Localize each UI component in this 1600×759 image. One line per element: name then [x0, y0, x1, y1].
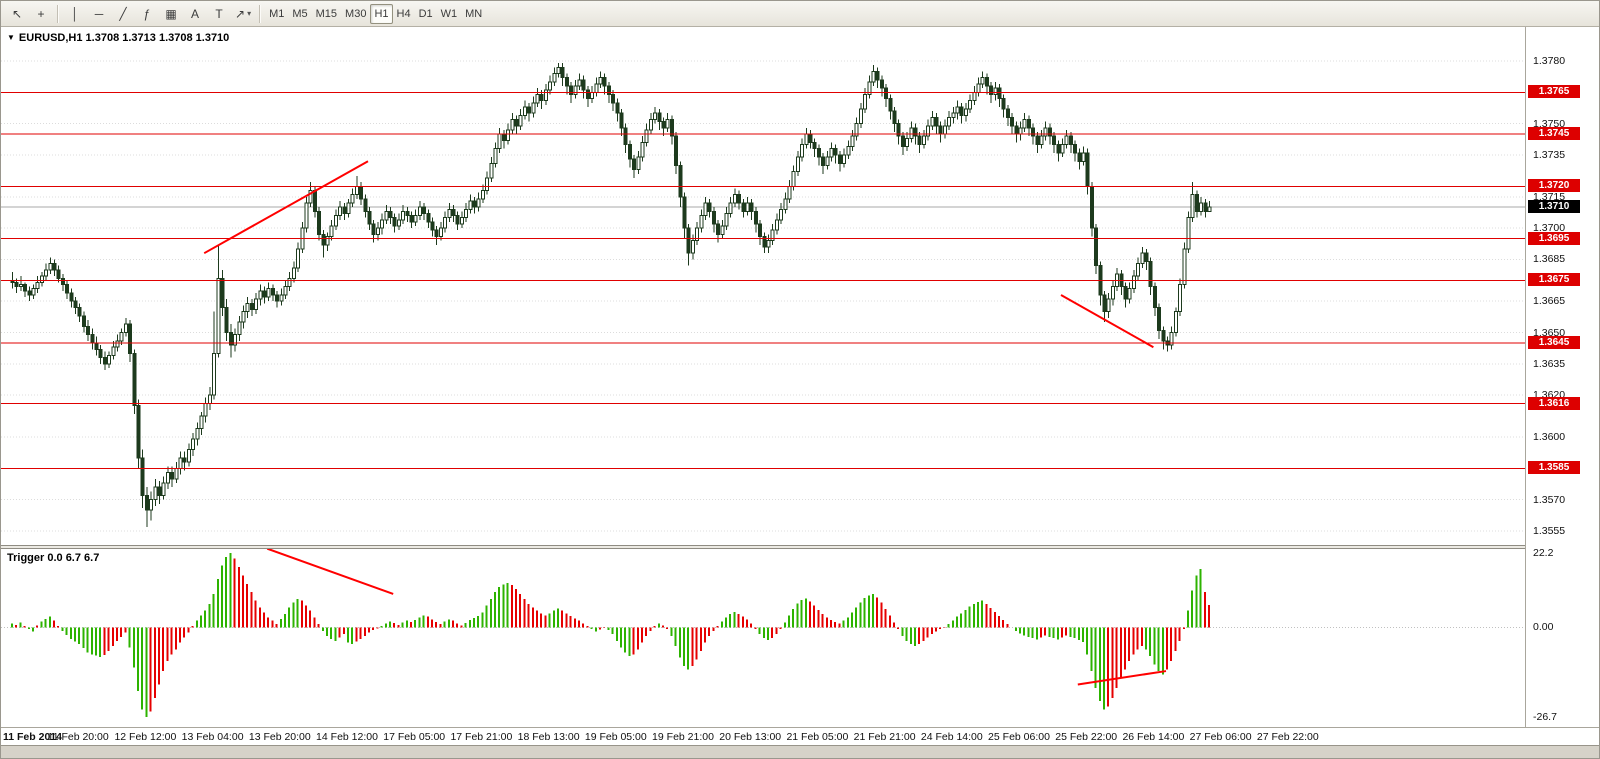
- bottom-strip: [1, 745, 1599, 758]
- price-axis-label: 1.3650: [1533, 326, 1566, 339]
- toolbar-separator: [259, 4, 262, 23]
- price-axis-label: 1.3635: [1533, 357, 1566, 370]
- time-axis-label: 13 Feb 20:00: [248, 731, 311, 743]
- grid-lines: [1, 60, 1525, 532]
- symbol-dropdown-icon[interactable]: ▼: [7, 33, 15, 42]
- vertical-line-tool-button[interactable]: │: [71, 6, 79, 21]
- price-level-tag: 1.3765: [1528, 85, 1580, 99]
- trendline-annotation[interactable]: [203, 160, 369, 255]
- symbol-ohlc-label: ▼ EURUSD,H1 1.3708 1.3713 1.3708 1.3710: [7, 32, 229, 44]
- price-axis-label: 1.3715: [1533, 190, 1566, 203]
- timeframe-h1-button[interactable]: H1: [370, 3, 393, 24]
- time-axis-label: 27 Feb 06:00: [1189, 731, 1252, 743]
- price-chart-canvas[interactable]: [1, 27, 1525, 545]
- timeframe-m30-button[interactable]: M30: [345, 7, 367, 20]
- toolbar-separator: [57, 4, 59, 23]
- timeframe-m5-button[interactable]: M5: [292, 7, 308, 20]
- price-level-tag: 1.3745: [1528, 127, 1580, 141]
- time-axis-label: 19 Feb 21:00: [652, 731, 714, 743]
- candlestick-series: [10, 63, 1212, 527]
- price-axis-label: 1.3570: [1533, 493, 1566, 506]
- indicator-canvas[interactable]: [1, 549, 1525, 727]
- current-price-tag: 1.3710: [1528, 200, 1580, 214]
- dropdown-caret-icon: ▾: [247, 9, 252, 18]
- timeframe-h4-button[interactable]: H4: [396, 7, 411, 20]
- price-axis-label: 1.3600: [1533, 431, 1566, 444]
- timeframe-m15-button[interactable]: M15: [315, 7, 338, 20]
- trendline-annotation[interactable]: [1077, 670, 1167, 686]
- text-tool-button[interactable]: A: [190, 6, 199, 21]
- time-axis-label: 25 Feb 06:00: [988, 731, 1050, 743]
- main-chart[interactable]: ▼ EURUSD,H1 1.3708 1.3713 1.3708 1.3710: [1, 27, 1525, 545]
- timeframe-m1-button[interactable]: M1: [269, 7, 285, 20]
- indicator-scale-label: 0.00: [1533, 621, 1554, 634]
- time-axis-label: 20 Feb 13:00: [719, 731, 782, 743]
- toolbar-tools: ↖ + │ ─ ╱ ƒ ▦ A T ↗ ▾: [5, 4, 265, 24]
- arrow-objects-tool-button[interactable]: ↗ ▾: [235, 6, 252, 21]
- time-axis-label: 17 Feb 05:00: [383, 731, 446, 743]
- timeframe-mn-button[interactable]: MN: [465, 7, 483, 20]
- panel-divider[interactable]: [1, 545, 1599, 549]
- toolbar-timeframes: M1 M5 M15 M30 H1 H4 D1 W1 MN: [265, 3, 486, 24]
- time-axis-label: 27 Feb 22:00: [1256, 731, 1319, 743]
- time-axis-label: 18 Feb 13:00: [517, 731, 580, 743]
- time-axis-label: 13 Feb 04:00: [181, 731, 244, 743]
- indicator-scale-label: 22.2: [1533, 547, 1554, 559]
- indicator-label: Trigger 0.0 6.7 6.7: [7, 552, 100, 564]
- histogram-series: [11, 553, 1210, 717]
- shapes-tool-button[interactable]: ▦: [165, 6, 177, 21]
- time-axis-label: 17 Feb 21:00: [450, 731, 513, 743]
- cursor-tool-button[interactable]: ↖: [11, 6, 23, 21]
- time-axis-label: 25 Feb 22:00: [1055, 731, 1118, 743]
- price-axis-label: 1.3735: [1533, 149, 1566, 161]
- trendline-annotation[interactable]: [1060, 294, 1154, 349]
- time-axis-label: 24 Feb 14:00: [920, 731, 983, 743]
- indicator-scale-label: -26.7: [1533, 711, 1557, 723]
- price-axis-label: 1.3555: [1533, 525, 1566, 538]
- toolbar: ↖ + │ ─ ╱ ƒ ▦ A T ↗ ▾ M1 M5 M15 M30 H1 H4 D1 W1 MN: [1, 1, 1599, 27]
- timeframe-d1-button[interactable]: D1: [418, 7, 433, 20]
- text-label-tool-button[interactable]: T: [215, 6, 223, 21]
- horizontal-line-tool-button[interactable]: ─: [94, 6, 104, 21]
- time-axis-label: 14 Feb 12:00: [316, 731, 378, 743]
- time-axis-label: 21 Feb 21:00: [853, 731, 916, 743]
- indicator-panel[interactable]: Trigger 0.0 6.7 6.7: [1, 549, 1525, 727]
- price-axis-label: 1.3780: [1533, 55, 1566, 67]
- price-level-tag: 1.3675: [1528, 273, 1580, 287]
- price-level-tag: 1.3645: [1528, 336, 1580, 349]
- horizontal-level-lines[interactable]: [1, 91, 1525, 469]
- price-axis-label: 1.3665: [1533, 295, 1566, 308]
- price-level-tag: 1.3585: [1528, 461, 1580, 475]
- price-axis: 1.3780 1.3750 1.3735 1.3715 1.3700 1.3685 1.36…: [1525, 27, 1599, 745]
- price-axis-label: 1.3685: [1533, 253, 1566, 266]
- time-axis-label: 19 Feb 05:00: [584, 731, 647, 743]
- price-level-tag: 1.3616: [1528, 396, 1580, 410]
- time-axis-label: 21 Feb 05:00: [786, 731, 849, 743]
- timeframe-w1-button[interactable]: W1: [440, 7, 458, 20]
- time-axis-label: 12 Feb 12:00: [114, 731, 177, 743]
- trendline-annotation[interactable]: [266, 549, 394, 595]
- time-axis: 11 Feb 2014 11 Feb 20:00 12 Feb 12:00 13 Fe…: [1, 727, 1599, 745]
- price-level-tag: 1.3720: [1528, 179, 1580, 193]
- price-level-tag: 1.3695: [1528, 231, 1580, 245]
- time-axis-label: 11 Feb 2014: [3, 731, 62, 743]
- fibonacci-tool-button[interactable]: ƒ: [143, 6, 151, 21]
- time-axis-label: 26 Feb 14:00: [1122, 731, 1185, 743]
- crosshair-tool-button[interactable]: +: [37, 6, 45, 21]
- symbol-quote-text: EURUSD,H1 1.3708 1.3713 1.3708 1.3710: [18, 32, 230, 44]
- price-axis-label: 1.3700: [1533, 222, 1566, 235]
- price-axis-label: 1.3750: [1533, 117, 1566, 130]
- trend-line-tool-button[interactable]: ╱: [119, 6, 127, 21]
- time-axis-label: 11 Feb 20:00: [47, 731, 109, 743]
